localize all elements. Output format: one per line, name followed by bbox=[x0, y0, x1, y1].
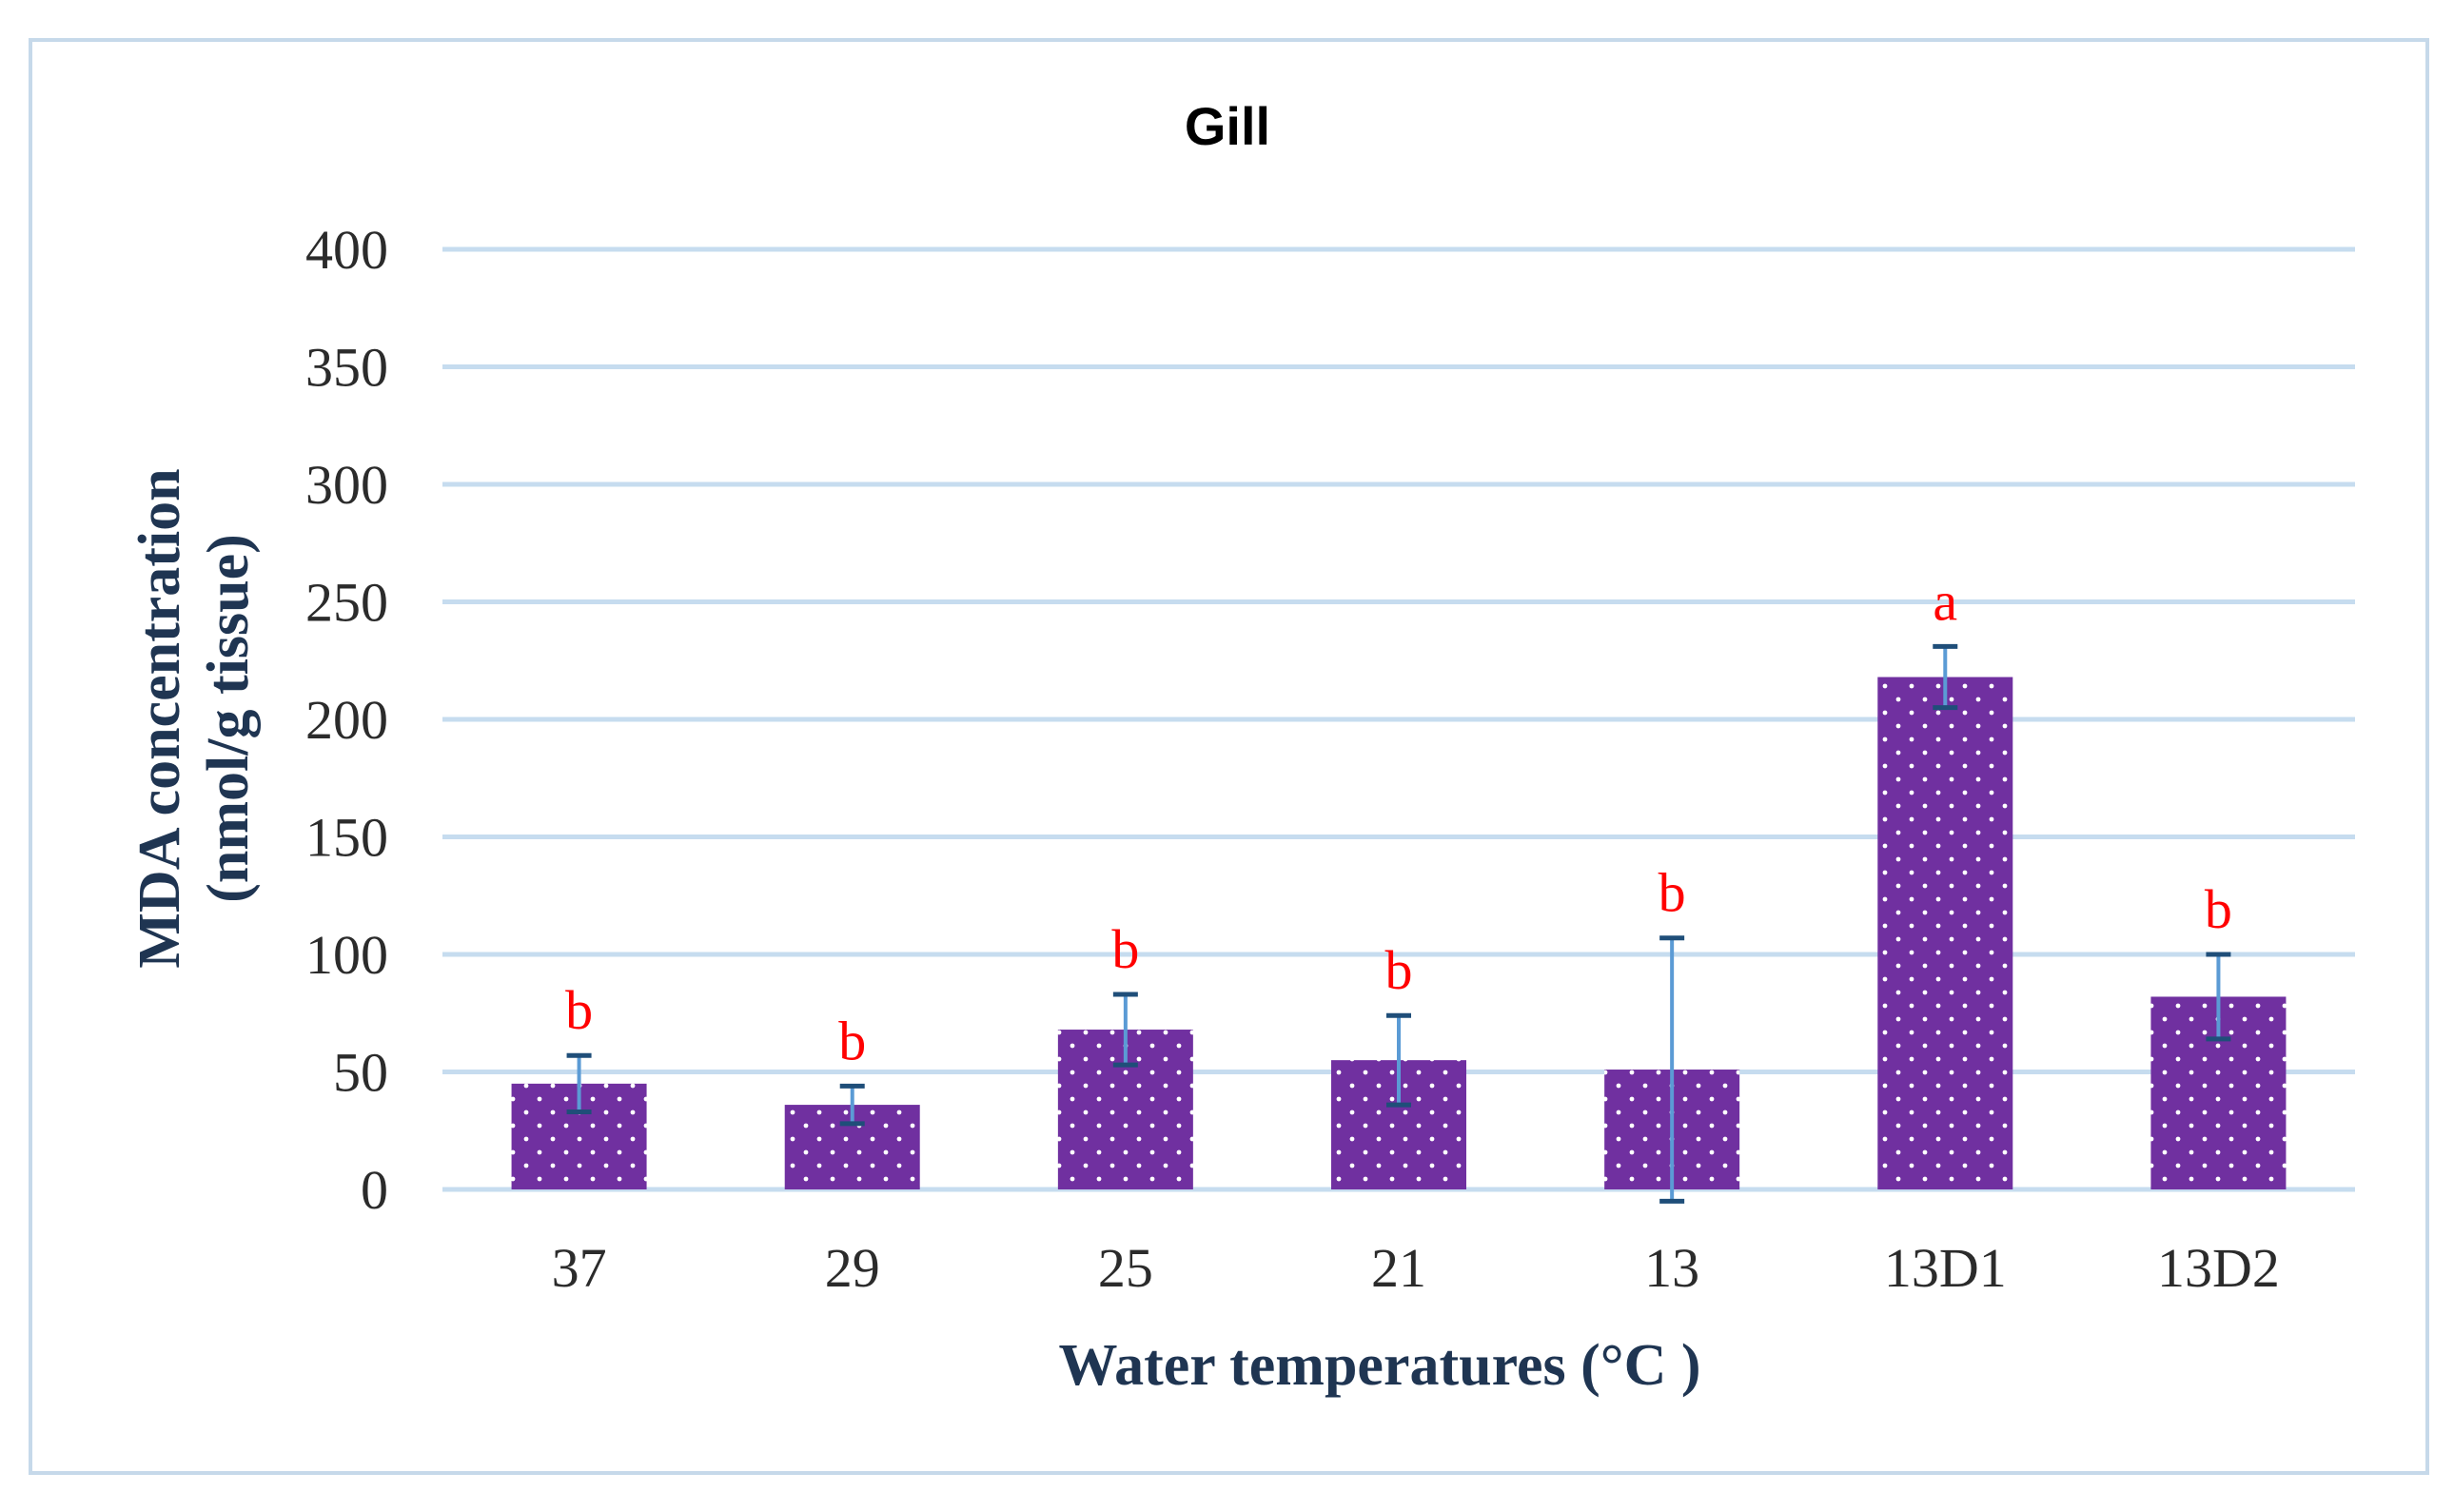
error-bar-25 bbox=[1112, 992, 1138, 1068]
significance-label-25: b bbox=[1111, 918, 1139, 980]
y-axis-ticks: 0 50 100 150 200 250 300 350 400 bbox=[305, 219, 388, 1221]
error-bar-13d1 bbox=[1933, 643, 1958, 711]
error-bar-13d2 bbox=[2206, 952, 2231, 1042]
error-bar-29 bbox=[839, 1083, 865, 1127]
bar-13d1 bbox=[1877, 677, 2013, 1189]
error-bar-21 bbox=[1386, 1012, 1411, 1108]
x-tick-label-13: 13 bbox=[1644, 1237, 1699, 1299]
y-axis-title-line-2: (nmol/g tissue) bbox=[196, 534, 261, 903]
x-tick-label-37: 37 bbox=[552, 1237, 607, 1299]
x-tick-label-13d2: 13D2 bbox=[2157, 1237, 2280, 1299]
chart-title: Gill bbox=[1185, 96, 1270, 156]
x-tick-label-25: 25 bbox=[1098, 1237, 1153, 1299]
gridlines bbox=[442, 246, 2355, 1192]
y-axis-title-line-1: MDA concentration bbox=[128, 468, 192, 968]
x-tick-label-21: 21 bbox=[1371, 1237, 1426, 1299]
x-axis-ticks: 37 29 25 21 13 13D1 13D2 bbox=[552, 1237, 2280, 1299]
bars bbox=[511, 677, 2287, 1189]
x-axis-title: Water temperatures (°C ) bbox=[1058, 1333, 1700, 1398]
y-tick-label-50: 50 bbox=[333, 1042, 388, 1104]
y-tick-label-200: 200 bbox=[305, 689, 388, 751]
y-tick-label-250: 250 bbox=[305, 572, 388, 634]
error-bar-37 bbox=[566, 1052, 592, 1114]
y-tick-label-150: 150 bbox=[305, 807, 388, 869]
significance-label-13: b bbox=[1659, 862, 1686, 924]
y-tick-label-0: 0 bbox=[361, 1159, 388, 1221]
significance-label-21: b bbox=[1385, 939, 1413, 1001]
y-axis-title: MDA concentration (nmol/g tissue) bbox=[128, 468, 261, 968]
y-tick-label-350: 350 bbox=[305, 337, 388, 399]
chart-frame bbox=[29, 38, 2429, 1475]
significance-label-29: b bbox=[838, 1010, 866, 1071]
error-bar-13 bbox=[1659, 935, 1685, 1204]
x-tick-label-29: 29 bbox=[825, 1237, 880, 1299]
y-tick-label-300: 300 bbox=[305, 454, 388, 516]
significance-labels: b b b b b a b bbox=[565, 570, 2232, 1071]
significance-label-37: b bbox=[565, 979, 593, 1041]
y-tick-label-100: 100 bbox=[305, 924, 388, 986]
error-bars bbox=[566, 643, 2231, 1204]
x-tick-label-13d1: 13D1 bbox=[1884, 1237, 2007, 1299]
significance-label-13d1: a bbox=[1933, 570, 1957, 632]
y-tick-label-400: 400 bbox=[305, 219, 388, 281]
significance-label-13d2: b bbox=[2205, 878, 2232, 940]
